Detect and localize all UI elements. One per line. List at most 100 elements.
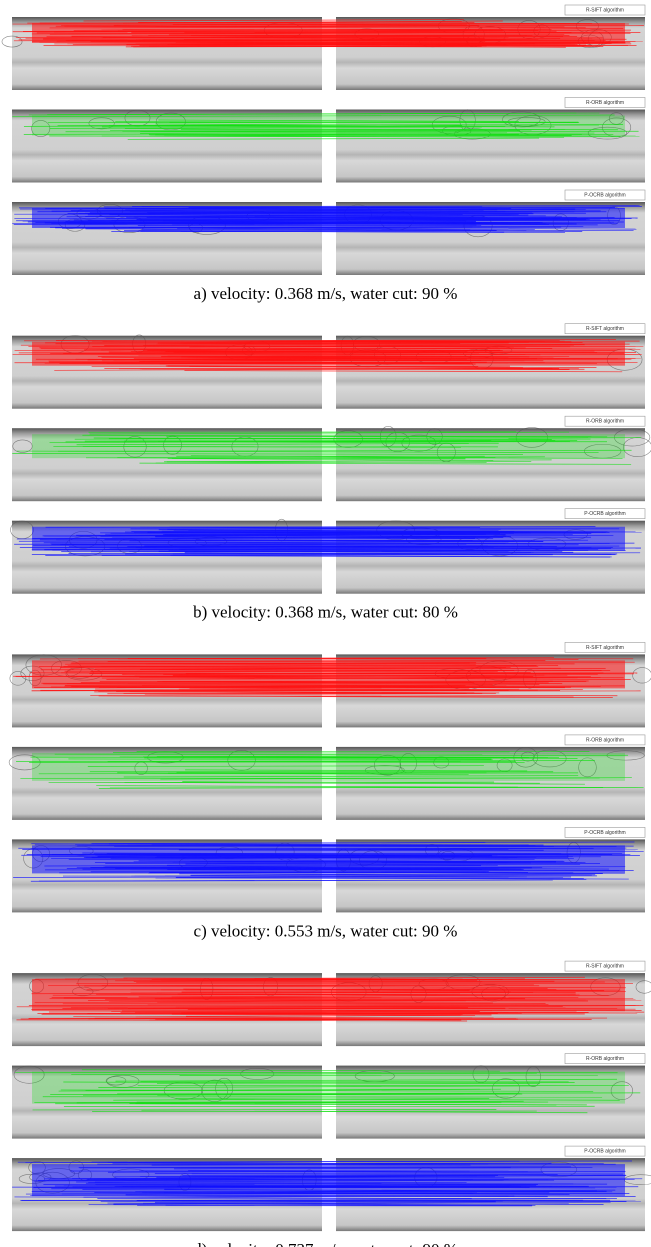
label-box — [564, 4, 646, 16]
match-line — [68, 858, 467, 862]
match-line — [129, 210, 506, 213]
match-line — [115, 1078, 618, 1082]
match-line — [189, 688, 583, 690]
match-line — [83, 19, 464, 22]
bubble — [9, 671, 27, 686]
match-line — [178, 849, 644, 852]
label-box — [564, 323, 646, 335]
match-line — [51, 542, 635, 546]
match-line — [37, 1179, 473, 1181]
match-line — [144, 544, 579, 547]
match-line — [139, 361, 597, 364]
match-line — [190, 873, 603, 876]
label-box — [564, 734, 646, 746]
frame-left — [12, 428, 322, 502]
caption: a) velocity: 0.368 m/s, water cut: 90 % — [194, 284, 458, 303]
bubble — [88, 117, 115, 130]
match-line — [20, 1017, 608, 1020]
match-line — [93, 853, 640, 856]
match-line — [103, 205, 640, 208]
match-line — [94, 1192, 570, 1195]
match-line — [152, 761, 525, 763]
match-panel: R-SIFT algorithm — [9, 642, 651, 728]
match-line — [23, 132, 595, 135]
match-line — [67, 41, 631, 45]
label-box — [564, 508, 646, 520]
panel-label: R-SIFT algorithm — [586, 645, 624, 651]
match-line — [43, 683, 466, 686]
match-line — [147, 1004, 640, 1006]
match-line — [123, 775, 579, 778]
match-line — [108, 535, 591, 538]
match-line — [73, 28, 624, 31]
match-line — [142, 229, 634, 231]
match-line — [140, 230, 566, 234]
match-line — [166, 339, 616, 342]
match-line — [22, 848, 594, 850]
match-line — [88, 1204, 536, 1206]
match-line — [43, 45, 482, 47]
bubble — [12, 439, 33, 453]
match-line — [84, 348, 553, 351]
match-panel: R-ORB algorithm — [8, 734, 646, 820]
match-line — [115, 867, 532, 869]
match-line — [107, 661, 635, 663]
match-line — [90, 695, 574, 698]
match-line — [124, 782, 585, 785]
panel-label: P-OCRB algorithm — [584, 1149, 625, 1155]
match-line — [31, 991, 511, 995]
match-line — [155, 536, 494, 539]
match-line — [91, 366, 524, 369]
bubble — [492, 1078, 520, 1099]
match-line — [63, 353, 642, 356]
label-box — [564, 960, 646, 972]
match-line — [64, 670, 515, 672]
match-line — [158, 35, 570, 38]
match-panel: R-ORB algorithm — [12, 1053, 646, 1139]
match-line — [125, 531, 606, 533]
caption: d) velocity: 0.737 m/s, water cut: 90 % — [193, 1240, 458, 1247]
match-line — [77, 844, 544, 847]
match-line — [144, 757, 492, 760]
match-line — [76, 867, 483, 870]
match-line — [48, 1010, 577, 1013]
match-line — [84, 440, 492, 442]
match-line — [68, 552, 641, 554]
match-line — [185, 862, 532, 865]
match-line — [158, 529, 515, 532]
match-line — [117, 1092, 641, 1095]
match-line — [129, 551, 574, 553]
match-line — [119, 756, 578, 759]
match-line — [139, 462, 632, 465]
bubble — [13, 1065, 45, 1084]
match-line — [104, 206, 483, 209]
match-line — [38, 879, 587, 882]
match-panel: R-ORB algorithm — [12, 415, 651, 502]
match-line — [55, 25, 545, 28]
match-line — [167, 355, 530, 358]
bubble — [373, 754, 402, 776]
match-line — [82, 1093, 521, 1096]
match-panel: R-SIFT algorithm — [1, 4, 646, 90]
match-line — [16, 1019, 468, 1022]
panel-label: R-ORB algorithm — [586, 100, 624, 106]
match-panel: P-OCRB algorithm — [12, 1145, 651, 1232]
panel-label: R-SIFT algorithm — [586, 326, 624, 332]
match-line — [116, 690, 641, 692]
match-line — [143, 350, 461, 353]
match-line — [117, 457, 623, 459]
match-line — [78, 659, 546, 662]
match-line — [32, 1109, 497, 1111]
match-line — [87, 218, 590, 221]
match-line — [185, 1015, 476, 1017]
panel-label: R-SIFT algorithm — [586, 8, 624, 14]
match-line — [62, 875, 527, 878]
bubble — [578, 757, 597, 778]
match-line — [105, 862, 507, 865]
bubble — [1, 35, 23, 48]
match-line — [20, 343, 630, 346]
match-line — [41, 1013, 492, 1016]
match-line — [181, 991, 626, 993]
match-panel: R-SIFT algorithm — [12, 323, 646, 409]
